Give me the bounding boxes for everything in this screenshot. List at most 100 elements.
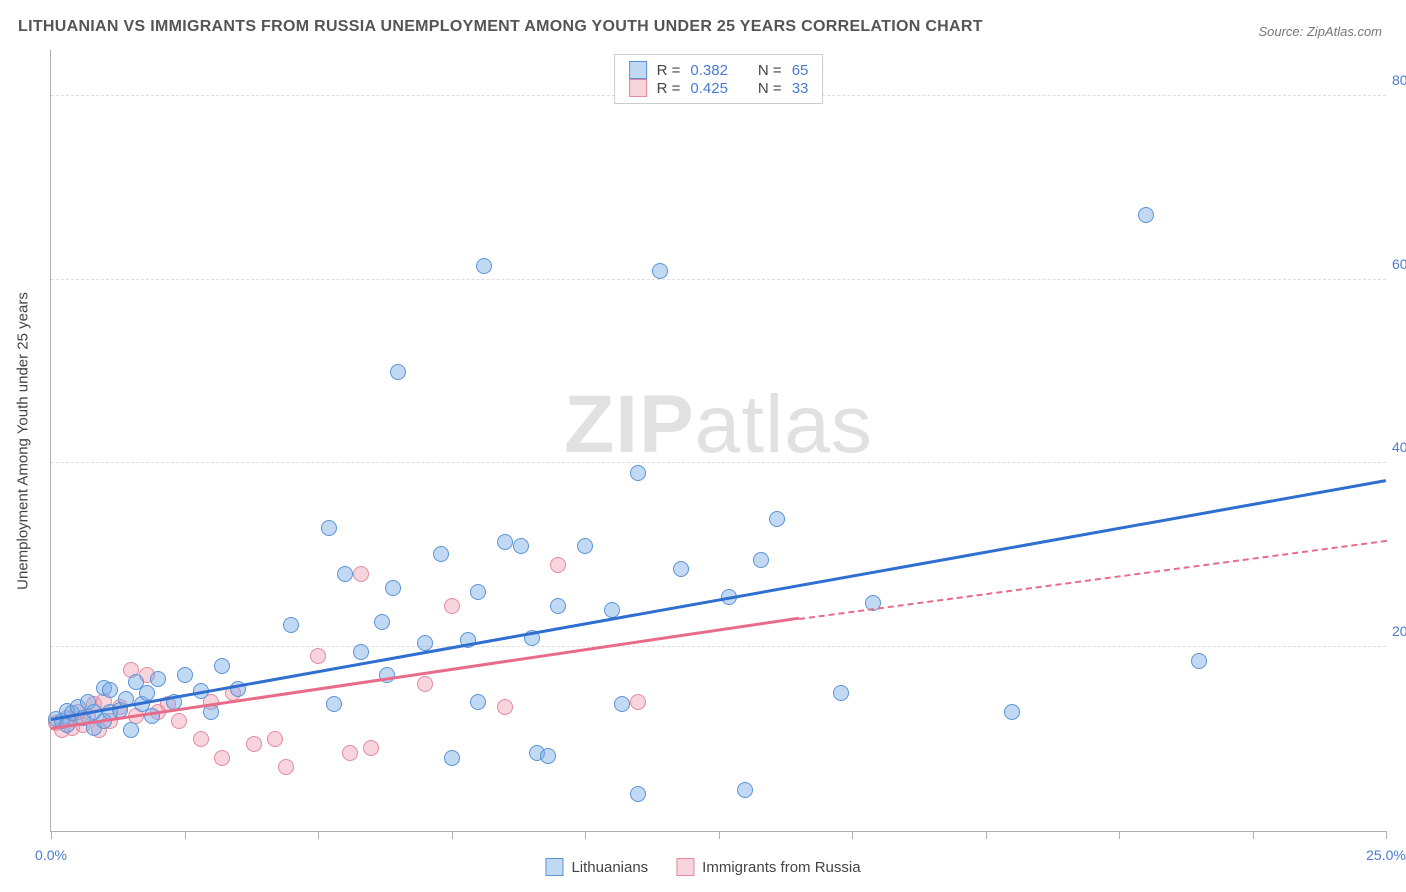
data-point-lithuanians — [673, 561, 689, 577]
data-point-lithuanians — [497, 534, 513, 550]
trendline-dashed — [798, 540, 1386, 620]
data-point-russia — [278, 759, 294, 775]
data-point-lithuanians — [326, 696, 342, 712]
data-point-russia — [310, 648, 326, 664]
trendline — [51, 479, 1387, 721]
data-point-lithuanians — [123, 722, 139, 738]
correlation-row-lithuanians: R = 0.382 N = 65 — [629, 61, 809, 79]
data-point-lithuanians — [513, 538, 529, 554]
data-point-lithuanians — [374, 614, 390, 630]
x-tick — [1253, 831, 1254, 839]
data-point-lithuanians — [1138, 207, 1154, 223]
gridline — [51, 462, 1386, 463]
y-tick-label: 40.0% — [1392, 439, 1406, 455]
r-label: R = — [657, 62, 681, 79]
data-point-lithuanians — [102, 682, 118, 698]
r-value-russia: 0.425 — [690, 80, 728, 97]
data-point-lithuanians — [385, 580, 401, 596]
n-label: N = — [758, 80, 782, 97]
data-point-lithuanians — [577, 538, 593, 554]
legend-label-lithuanians: Lithuanians — [571, 859, 648, 876]
x-tick — [318, 831, 319, 839]
data-point-lithuanians — [150, 671, 166, 687]
data-point-lithuanians — [470, 584, 486, 600]
data-point-lithuanians — [769, 511, 785, 527]
data-point-lithuanians — [630, 465, 646, 481]
watermark-atlas: atlas — [695, 379, 873, 470]
x-tick — [986, 831, 987, 839]
y-tick-label: 20.0% — [1392, 623, 1406, 639]
data-point-russia — [497, 699, 513, 715]
watermark-zip: ZIP — [564, 379, 695, 470]
data-point-russia — [193, 731, 209, 747]
x-tick — [185, 831, 186, 839]
correlation-row-russia: R = 0.425 N = 33 — [629, 79, 809, 97]
data-point-lithuanians — [177, 667, 193, 683]
x-tick — [452, 831, 453, 839]
data-point-russia — [171, 713, 187, 729]
data-point-lithuanians — [614, 696, 630, 712]
swatch-lithuanians-icon — [545, 858, 563, 876]
chart-title: LITHUANIAN VS IMMIGRANTS FROM RUSSIA UNE… — [18, 18, 983, 36]
legend-item-russia: Immigrants from Russia — [676, 858, 860, 876]
data-point-lithuanians — [1191, 653, 1207, 669]
data-point-lithuanians — [444, 750, 460, 766]
data-point-russia — [353, 566, 369, 582]
x-tick — [1119, 831, 1120, 839]
data-point-lithuanians — [476, 258, 492, 274]
data-point-russia — [550, 557, 566, 573]
n-label: N = — [758, 62, 782, 79]
data-point-lithuanians — [550, 598, 566, 614]
data-point-russia — [342, 745, 358, 761]
x-tick — [1386, 831, 1387, 839]
x-tick — [51, 831, 52, 839]
data-point-lithuanians — [630, 786, 646, 802]
y-tick-label: 80.0% — [1392, 72, 1406, 88]
watermark: ZIPatlas — [564, 378, 873, 472]
data-point-russia — [363, 740, 379, 756]
data-point-lithuanians — [337, 566, 353, 582]
data-point-russia — [630, 694, 646, 710]
data-point-lithuanians — [1004, 704, 1020, 720]
y-axis-label: Unemployment Among Youth under 25 years — [15, 292, 32, 590]
swatch-lithuanians-icon — [629, 61, 647, 79]
data-point-lithuanians — [470, 694, 486, 710]
x-tick-label: 25.0% — [1366, 847, 1406, 863]
data-point-lithuanians — [833, 685, 849, 701]
source-attribution: Source: ZipAtlas.com — [1258, 24, 1382, 39]
data-point-lithuanians — [321, 520, 337, 536]
data-point-lithuanians — [540, 748, 556, 764]
data-point-russia — [246, 736, 262, 752]
data-point-lithuanians — [283, 617, 299, 633]
data-point-russia — [267, 731, 283, 747]
data-point-lithuanians — [652, 263, 668, 279]
data-point-lithuanians — [214, 658, 230, 674]
y-tick-label: 60.0% — [1392, 256, 1406, 272]
gridline — [51, 279, 1386, 280]
data-point-lithuanians — [417, 635, 433, 651]
swatch-russia-icon — [629, 79, 647, 97]
correlation-legend: R = 0.382 N = 65 R = 0.425 N = 33 — [614, 54, 824, 104]
x-tick — [585, 831, 586, 839]
r-value-lithuanians: 0.382 — [690, 62, 728, 79]
x-tick — [719, 831, 720, 839]
legend-item-lithuanians: Lithuanians — [545, 858, 648, 876]
x-tick-label: 0.0% — [35, 847, 67, 863]
n-value-russia: 33 — [792, 80, 809, 97]
data-point-lithuanians — [737, 782, 753, 798]
swatch-russia-icon — [676, 858, 694, 876]
x-tick — [852, 831, 853, 839]
legend-label-russia: Immigrants from Russia — [702, 859, 860, 876]
data-point-russia — [417, 676, 433, 692]
r-label: R = — [657, 80, 681, 97]
n-value-lithuanians: 65 — [792, 62, 809, 79]
data-point-lithuanians — [753, 552, 769, 568]
data-point-russia — [214, 750, 230, 766]
data-point-lithuanians — [390, 364, 406, 380]
gridline — [51, 646, 1386, 647]
data-point-lithuanians — [433, 546, 449, 562]
data-point-lithuanians — [353, 644, 369, 660]
data-point-russia — [444, 598, 460, 614]
plot-area: Unemployment Among Youth under 25 years … — [50, 50, 1386, 832]
series-legend: Lithuanians Immigrants from Russia — [545, 858, 860, 876]
